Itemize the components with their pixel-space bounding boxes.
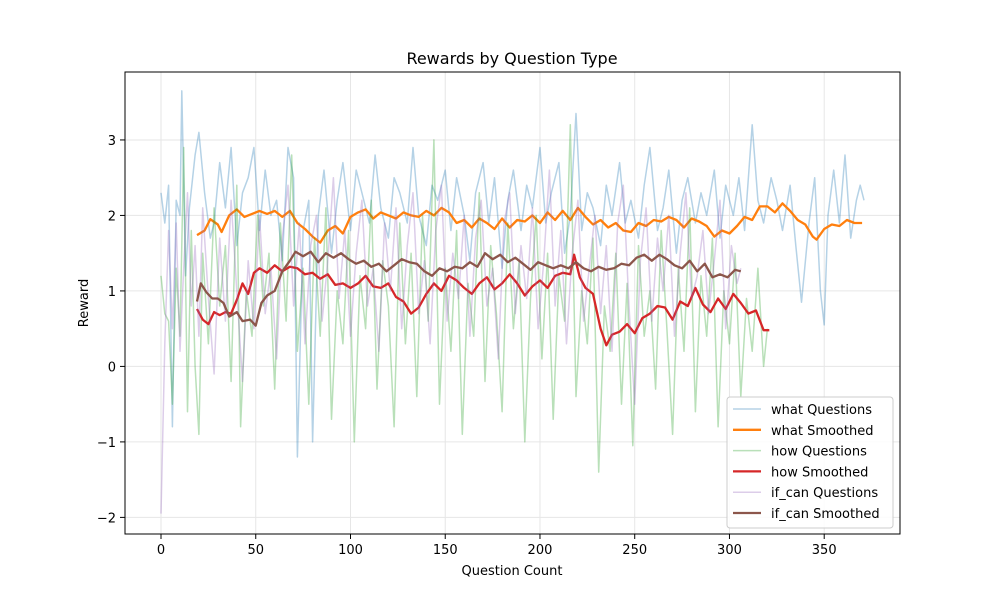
x-tick-label: 300 bbox=[717, 543, 742, 558]
if-can-questions-line bbox=[160, 169, 742, 514]
y-tick-label: 0 bbox=[108, 360, 116, 375]
legend-entry: how Smoothed bbox=[771, 465, 868, 480]
if-can-smoothed-line bbox=[195, 250, 742, 327]
x-axis-label: Question Count bbox=[462, 564, 563, 579]
y-tick-label: −1 bbox=[97, 436, 116, 451]
y-tick-label: 1 bbox=[108, 285, 116, 300]
y-tick-label: −2 bbox=[97, 511, 116, 526]
y-tick-label: 2 bbox=[108, 209, 116, 224]
plot-area-frame bbox=[124, 71, 901, 535]
x-tick-label: 250 bbox=[622, 543, 647, 558]
legend-box bbox=[726, 396, 894, 529]
legend: what Questions what Smoothed how Questions… bbox=[726, 396, 894, 529]
how-smoothed-line bbox=[195, 253, 770, 347]
x-tick-label: 100 bbox=[338, 543, 363, 558]
x-tick-label: 200 bbox=[528, 543, 553, 558]
legend-entry: what Questions bbox=[771, 403, 872, 418]
how-questions-line bbox=[160, 124, 769, 473]
series-layer bbox=[160, 90, 865, 514]
legend-entry: if_can Questions bbox=[771, 486, 878, 501]
axis-ticks: 0 50 100 150 200 250 300 350 −2 −1 0 1 2 3 bbox=[97, 134, 837, 558]
x-tick-label: 350 bbox=[812, 543, 837, 558]
y-tick-label: 3 bbox=[108, 134, 116, 149]
chart-title: Rewards by Question Type bbox=[406, 49, 617, 68]
legend-entry: how Questions bbox=[771, 445, 867, 460]
x-tick-label: 150 bbox=[433, 543, 458, 558]
x-tick-label: 50 bbox=[247, 543, 264, 558]
x-tick-label: 0 bbox=[157, 543, 165, 558]
legend-entry: if_can Smoothed bbox=[771, 507, 880, 522]
y-axis-label: Reward bbox=[77, 279, 92, 327]
legend-entry: what Smoothed bbox=[771, 424, 873, 439]
what-smoothed-line bbox=[196, 202, 863, 244]
